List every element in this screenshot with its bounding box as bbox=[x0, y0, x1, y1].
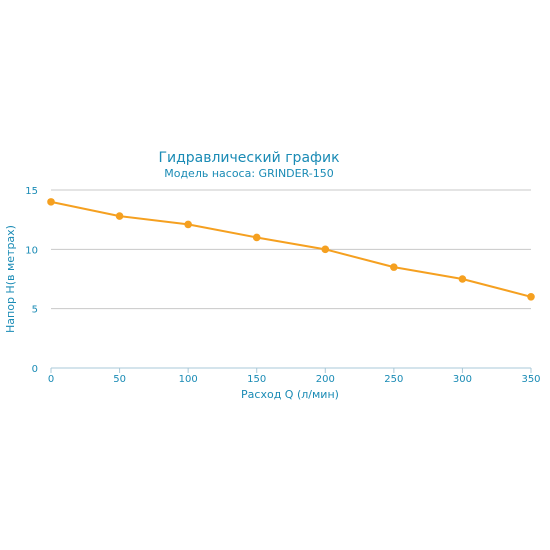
x-tick-label-350: 350 bbox=[521, 374, 540, 385]
y-tick-label-15: 15 bbox=[25, 186, 38, 197]
y-tick-label-0: 0 bbox=[32, 364, 38, 375]
y-axis-title: Напор H(в метрах) bbox=[4, 225, 17, 333]
data-point-1 bbox=[115, 212, 124, 220]
x-axis bbox=[50, 367, 532, 373]
grid-lines bbox=[51, 189, 531, 310]
x-tick-label-200: 200 bbox=[316, 374, 335, 385]
data-point-4 bbox=[321, 245, 330, 254]
x-tick-label-150: 150 bbox=[247, 374, 266, 385]
data-point-6 bbox=[458, 275, 467, 283]
y-tick-label-5: 5 bbox=[32, 305, 38, 316]
data-point-0 bbox=[47, 198, 55, 206]
x-tick-label-100: 100 bbox=[179, 374, 198, 385]
data-point-2 bbox=[184, 220, 192, 229]
series-group bbox=[47, 198, 535, 301]
data-point-7 bbox=[527, 293, 535, 301]
x-tick-label-50: 50 bbox=[113, 374, 126, 385]
chart-subtitle: Модель насоса: GRINDER-150 bbox=[164, 167, 334, 180]
data-point-3 bbox=[252, 233, 261, 242]
y-tick-label-10: 10 bbox=[25, 245, 38, 256]
series-line-0 bbox=[50, 200, 532, 298]
data-point-5 bbox=[390, 263, 398, 271]
x-tick-label-250: 250 bbox=[384, 374, 403, 385]
x-axis-title: Расход Q (л/мин) bbox=[241, 388, 339, 401]
x-tick-label-0: 0 bbox=[48, 374, 54, 385]
x-tick-label-300: 300 bbox=[453, 374, 472, 385]
chart-title: Гидравлический график bbox=[158, 150, 339, 166]
